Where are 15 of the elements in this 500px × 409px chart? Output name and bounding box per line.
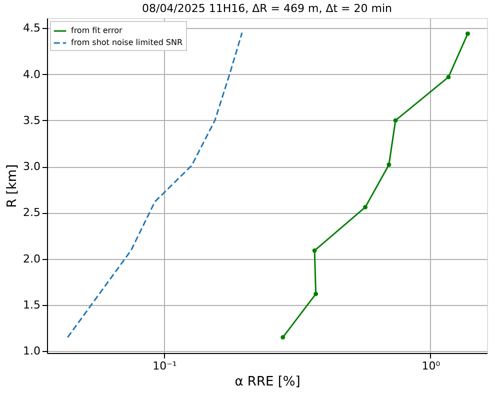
y-tick-label: 1.0 <box>23 344 40 358</box>
y-tick-label: 2.0 <box>23 252 40 266</box>
chart-title: 08/04/2025 11H16, ΔR = 469 m, Δt = 20 min <box>142 2 392 15</box>
y-tick-label: 2.5 <box>23 206 40 220</box>
x-tick-label: 10⁻¹ <box>152 360 177 372</box>
y-tick-label: 3.5 <box>23 114 40 127</box>
x-tick-label: 10⁰ <box>422 360 441 372</box>
y-tick-label: 3.0 <box>23 160 40 174</box>
y-tick-label: 1.5 <box>23 298 40 312</box>
y-tick-label: 4.5 <box>23 22 40 35</box>
legend-label: from shot noise limited SNR <box>71 38 183 47</box>
y-tick-label: 4.0 <box>23 68 40 81</box>
y-axis-title: R [km] <box>5 164 20 208</box>
x-axis-title: α RRE [%] <box>234 374 300 390</box>
legend-label: from fit error <box>71 26 123 35</box>
